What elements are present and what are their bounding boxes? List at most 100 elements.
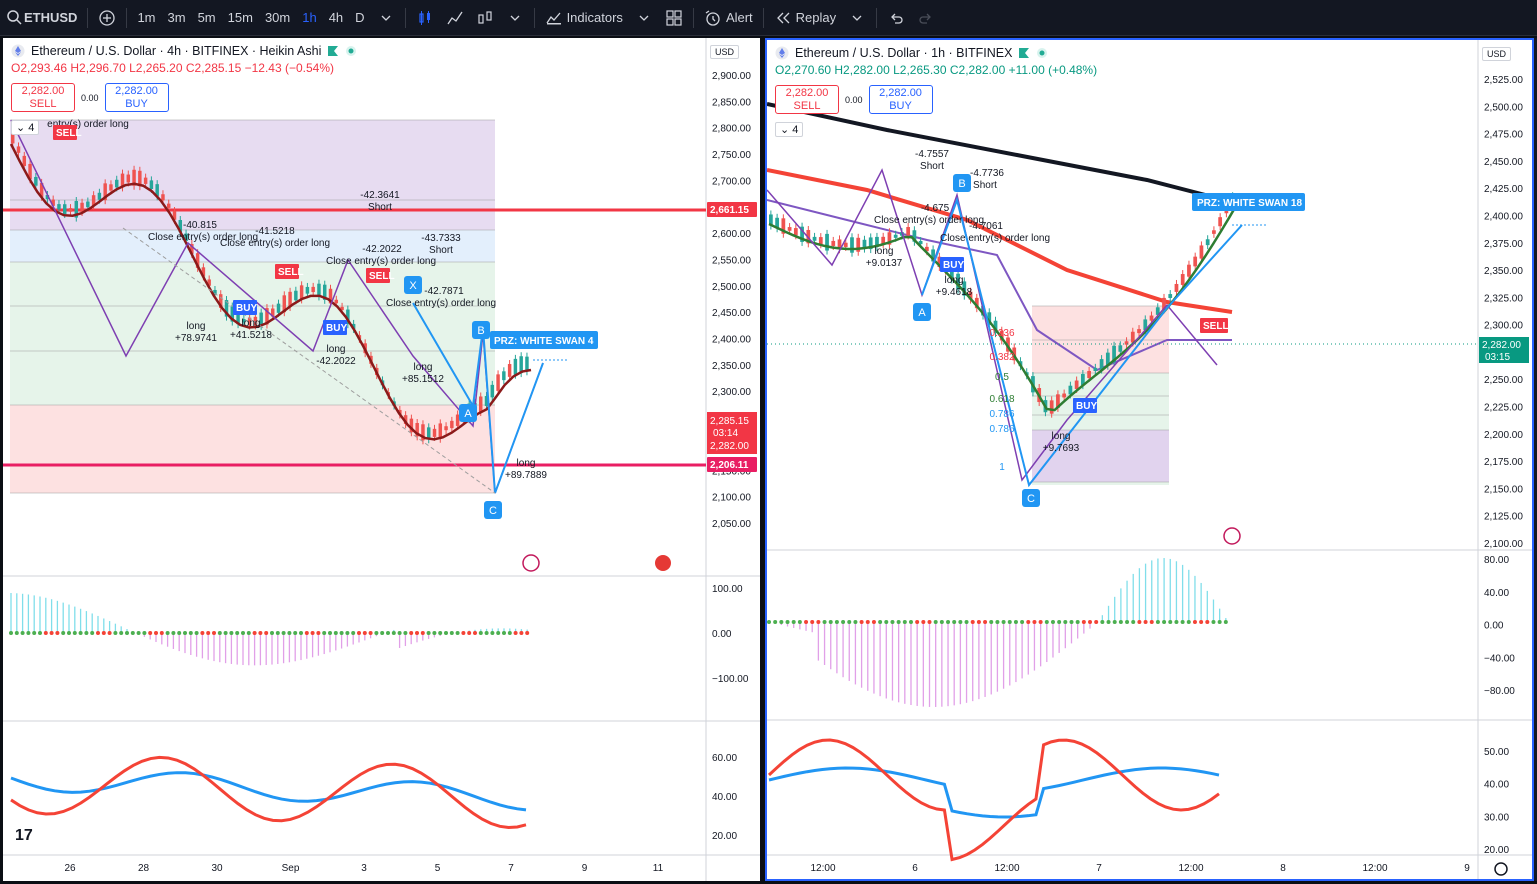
- oscillator-tick-label: −100.00: [712, 674, 749, 685]
- left-price-candle: [39, 182, 44, 197]
- bars-chart-type-button[interactable]: [440, 0, 470, 36]
- right-oscillator-dot: [1205, 620, 1210, 624]
- compare-button[interactable]: [92, 0, 122, 36]
- interval-1m[interactable]: 1m: [137, 10, 156, 25]
- alert-button[interactable]: Alert: [698, 0, 759, 36]
- fib-ratio-label: 0.618: [989, 394, 1014, 405]
- price-tick-label: 2,350.00: [712, 361, 751, 372]
- left-price-candle: [513, 358, 518, 375]
- left-price-candle: [421, 424, 425, 441]
- countdown: 03:14: [713, 428, 738, 439]
- left-oscillator-dot: [322, 631, 327, 635]
- interval-D[interactable]: D: [355, 10, 365, 25]
- chart-type-dropdown[interactable]: [500, 0, 530, 36]
- interval-1h[interactable]: 1h: [302, 10, 317, 25]
- time-tick-label: 5: [435, 863, 441, 874]
- replay-button[interactable]: Replay: [768, 0, 842, 36]
- right-price-candle: [968, 291, 973, 300]
- interval-15m[interactable]: 15m: [227, 10, 253, 25]
- flag-icon: [328, 46, 339, 56]
- prz-label-bg: [1192, 193, 1305, 211]
- interval-3m[interactable]: 3m: [167, 10, 186, 25]
- left-price-candle: [22, 155, 27, 166]
- rsi-tick-label: 60.00: [712, 753, 737, 764]
- right-oscillator-dot: [1217, 620, 1222, 624]
- left-price-candle: [484, 396, 489, 407]
- interval-5m[interactable]: 5m: [197, 10, 216, 25]
- left-currency-tag[interactable]: USD: [710, 45, 740, 59]
- symbol-label: ETHUSD: [24, 10, 78, 25]
- indicators-button[interactable]: Indicators: [539, 0, 629, 36]
- left-price-candle: [80, 202, 84, 212]
- price-tick-label: 2,200.00: [1484, 430, 1523, 441]
- left-price-candle: [132, 169, 136, 186]
- left-price-candle: [271, 308, 275, 317]
- right-price-candle: [1062, 393, 1067, 398]
- right-price-candle: [812, 236, 817, 241]
- right-chart-pane[interactable]: 2,525.00 2,500.00 2,475.00 2,450.00 2,425.00…: [765, 38, 1534, 881]
- redo-button[interactable]: [911, 0, 941, 36]
- left-oscillator-dot: [61, 631, 66, 635]
- right-oscillator-dot: [810, 620, 815, 624]
- right-currency-tag[interactable]: USD: [1482, 47, 1512, 61]
- left-chart-pane[interactable]: 2,900.00 2,850.00 2,800.00 2,750.00 2,700.00…: [3, 38, 760, 881]
- symbol-search[interactable]: ETHUSD: [0, 0, 83, 36]
- sell-signal: SELL: [369, 271, 395, 282]
- replay-dropdown[interactable]: [842, 0, 872, 36]
- price-tick-label: 2,400.00: [712, 335, 751, 346]
- right-price-candle: [1162, 297, 1166, 310]
- pink-line-price-tag: 2,206.11: [710, 460, 749, 471]
- right-sell-button[interactable]: 2,282.00 SELL: [775, 85, 839, 114]
- search-icon: [7, 9, 22, 25]
- left-price-candle: [11, 132, 15, 144]
- time-tick-label: Sep: [282, 863, 300, 874]
- left-price-candle: [97, 192, 102, 200]
- left-collapse-indicators-button[interactable]: ⌄ 4: [11, 120, 40, 135]
- trade-annotation: -42.3641: [360, 190, 400, 201]
- rsi-tick-label: 50.00: [1484, 747, 1509, 758]
- last-price: 2,285.15: [710, 416, 749, 427]
- right-buy-button[interactable]: 2,282.00 BUY: [868, 85, 933, 114]
- left-oscillator-dot: [484, 631, 489, 635]
- chart-style-button[interactable]: [470, 0, 500, 36]
- top-toolbar: ETHUSD 1m 3m 5m 15m 30m 1h 4h D Indicators Aler…: [0, 0, 1537, 36]
- interval-30m[interactable]: 30m: [264, 10, 291, 25]
- pattern-point-C-bg: [484, 501, 502, 519]
- left-oscillator-dot: [519, 631, 524, 635]
- price-tick-label: 2,550.00: [712, 255, 751, 266]
- left-price-candle: [479, 396, 483, 413]
- market-status-icon: [346, 46, 357, 56]
- sell-signal-bg: [366, 268, 390, 283]
- right-oscillator-dot: [1223, 620, 1228, 624]
- right-chart-legend: Ethereum / U.S. Dollar · 1h · BITFINEX O…: [775, 46, 1097, 77]
- settings-gear-icon: [1494, 862, 1508, 876]
- trade-annotation: long: [945, 275, 964, 286]
- price-tick-label: 2,400.00: [1484, 211, 1523, 222]
- left-buy-button[interactable]: 2,282.00 BUY: [104, 83, 169, 112]
- price-tick-label: 2,700.00: [712, 176, 751, 187]
- left-price-candle: [490, 384, 495, 398]
- trade-annotation: long: [1052, 431, 1071, 442]
- indicators-dropdown[interactable]: [629, 0, 659, 36]
- left-chart-canvas[interactable]: 2,900.00 2,850.00 2,800.00 2,750.00 2,700.00…: [3, 38, 760, 881]
- left-price-candle: [28, 163, 32, 180]
- left-oscillator-dot: [287, 631, 292, 635]
- undo-button[interactable]: [881, 0, 911, 36]
- left-oscillator-dot: [119, 631, 124, 635]
- interval-dropdown[interactable]: [371, 0, 401, 36]
- right-chart-canvas[interactable]: 2,525.00 2,500.00 2,475.00 2,450.00 2,425.00…: [767, 40, 1532, 879]
- right-oscillator-dot: [983, 620, 988, 624]
- left-price-candle: [323, 284, 327, 300]
- left-sell-button[interactable]: 2,282.00 SELL: [11, 83, 75, 112]
- right-collapse-indicators-button[interactable]: ⌄ 4: [775, 122, 804, 137]
- left-oscillator-dot: [38, 631, 42, 635]
- interval-4h[interactable]: 4h: [328, 10, 344, 25]
- left-price-candle: [455, 414, 460, 426]
- left-oscillator-dot: [90, 631, 95, 635]
- left-oscillator-dot: [14, 631, 19, 635]
- layout-button[interactable]: [659, 0, 689, 36]
- indicators-icon: [546, 12, 561, 24]
- candles-chart-type-button[interactable]: [410, 0, 440, 36]
- right-chart-title: Ethereum / U.S. Dollar · 1h · BITFINEX: [795, 46, 1013, 60]
- signal-line-blue: [768, 766, 1220, 819]
